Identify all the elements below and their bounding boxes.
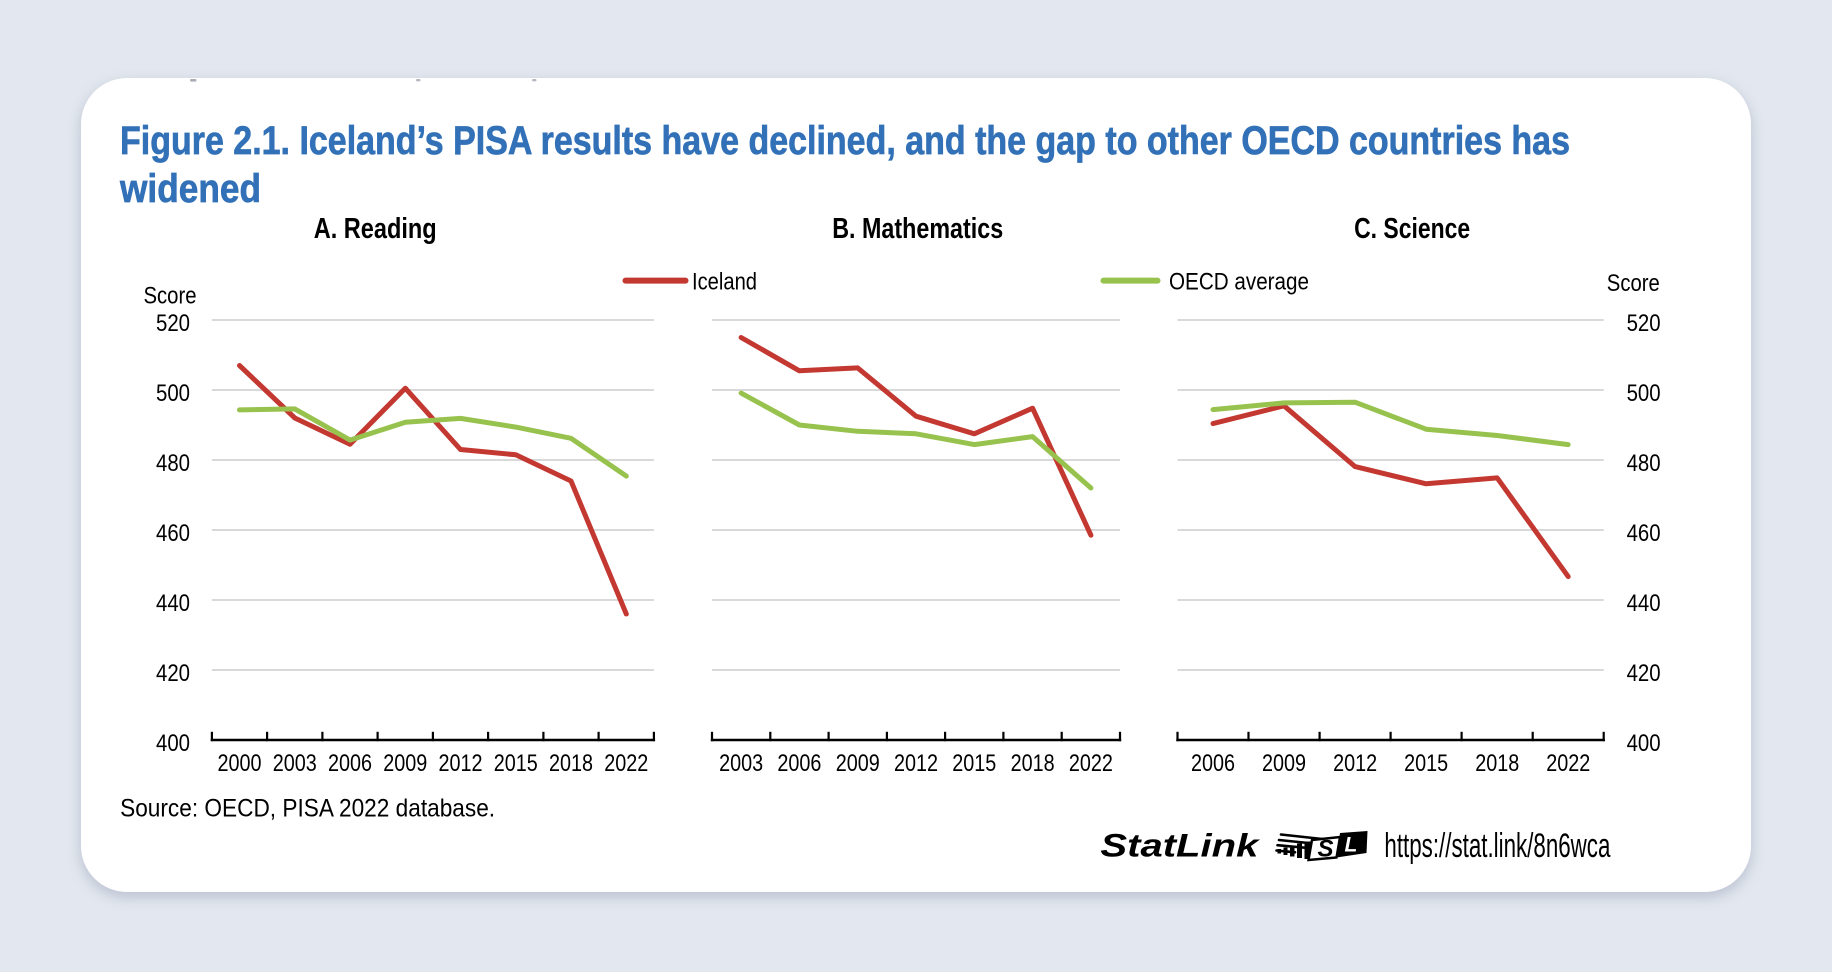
- svg-text:2000: 2000: [218, 750, 262, 777]
- svg-text:2012: 2012: [1333, 750, 1377, 777]
- svg-text:520: 520: [1627, 310, 1661, 337]
- svg-text:500: 500: [156, 380, 190, 407]
- svg-text:S: S: [1318, 836, 1334, 863]
- svg-text:420: 420: [1627, 660, 1661, 687]
- svg-text:2009: 2009: [1262, 750, 1306, 777]
- svg-text:B. Mathematics: B. Mathematics: [832, 213, 1003, 245]
- svg-text:500: 500: [1627, 380, 1661, 407]
- svg-text:2009: 2009: [836, 750, 880, 777]
- svg-text:2003: 2003: [719, 750, 763, 777]
- svg-text:Iceland: Iceland: [692, 268, 757, 295]
- svg-text:C. Science: C. Science: [1354, 213, 1470, 245]
- svg-text:2018: 2018: [549, 750, 593, 777]
- svg-text:460: 460: [156, 520, 190, 547]
- svg-text:2006: 2006: [1191, 750, 1235, 777]
- svg-text:L: L: [1345, 834, 1358, 857]
- svg-text:StatLink: StatLink: [1100, 828, 1261, 864]
- svg-text:2018: 2018: [1475, 750, 1519, 777]
- svg-text:2006: 2006: [777, 750, 821, 777]
- svg-text:400: 400: [156, 730, 190, 757]
- svg-text:2009: 2009: [383, 750, 427, 777]
- svg-text:2018: 2018: [1011, 750, 1055, 777]
- svg-text:420: 420: [156, 660, 190, 687]
- svg-text:2003: 2003: [273, 750, 317, 777]
- svg-text:Score: Score: [144, 283, 197, 310]
- svg-text:Figure 2.1. Iceland’s PISA res: Figure 2.1. Iceland’s PISA results have …: [120, 119, 1570, 163]
- svg-text:2015: 2015: [494, 750, 538, 777]
- svg-text:widened: widened: [119, 167, 261, 211]
- svg-text:480: 480: [156, 450, 190, 477]
- svg-text:440: 440: [156, 590, 190, 617]
- svg-text:2012: 2012: [894, 750, 938, 777]
- svg-text:2022: 2022: [604, 750, 648, 777]
- svg-text:Source: OECD, PISA 2022 databa: Source: OECD, PISA 2022 database.: [120, 794, 495, 822]
- svg-text:OECD average: OECD average: [1169, 268, 1309, 295]
- svg-text:520: 520: [156, 310, 190, 337]
- svg-text:https://stat.link/8n6wca: https://stat.link/8n6wca: [1384, 827, 1610, 865]
- svg-text:460: 460: [1627, 520, 1661, 547]
- svg-text:2012: 2012: [439, 750, 483, 777]
- svg-text:Score: Score: [1607, 270, 1660, 297]
- svg-text:2015: 2015: [952, 750, 996, 777]
- svg-text:A. Reading: A. Reading: [314, 213, 437, 245]
- svg-text:440: 440: [1627, 590, 1661, 617]
- svg-text:2006: 2006: [328, 750, 372, 777]
- svg-text:2015: 2015: [1404, 750, 1448, 777]
- svg-text:2022: 2022: [1546, 750, 1590, 777]
- svg-text:400: 400: [1627, 730, 1661, 757]
- svg-text:480: 480: [1627, 450, 1661, 477]
- svg-text:2022: 2022: [1069, 750, 1113, 777]
